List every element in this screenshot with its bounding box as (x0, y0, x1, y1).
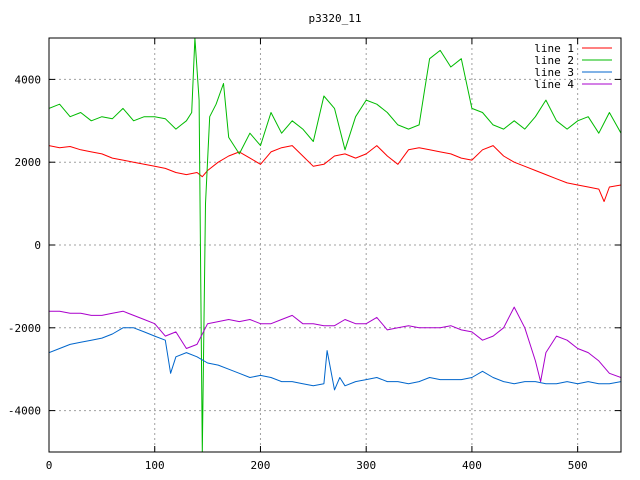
x-tick-label: 300 (356, 459, 376, 472)
series-group (49, 38, 621, 452)
x-tick-label: 400 (462, 459, 482, 472)
chart-title: p3320_11 (309, 12, 362, 25)
grid (49, 38, 621, 452)
legend-label: line 4 (534, 78, 574, 91)
legend-label: line 3 (534, 66, 574, 79)
y-tick-label: 0 (34, 239, 41, 252)
y-tick-label: -4000 (8, 405, 41, 418)
legend-label: line 1 (534, 42, 574, 55)
series-line-2 (49, 38, 621, 452)
x-tick-label: 100 (145, 459, 165, 472)
x-tick-label: 500 (568, 459, 588, 472)
series-line-3 (49, 327, 621, 391)
y-axis: -4000 -2000 0 2000 4000 (8, 73, 621, 418)
y-tick-label: -2000 (8, 322, 41, 335)
x-tick-label: 200 (251, 459, 271, 472)
series-line-4 (49, 306, 621, 383)
series-line-1 (49, 145, 621, 202)
legend-label: line 2 (534, 54, 574, 67)
x-axis: 0 100 200 300 400 500 (46, 38, 588, 472)
y-tick-label: 4000 (15, 73, 42, 86)
y-tick-label: 2000 (15, 156, 42, 169)
x-tick-label: 0 (46, 459, 53, 472)
